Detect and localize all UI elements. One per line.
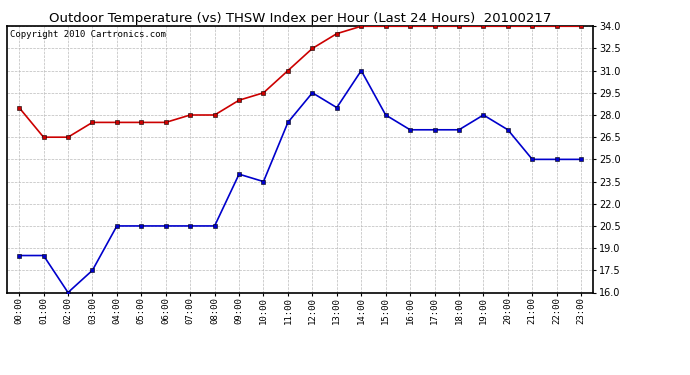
Text: Copyright 2010 Cartronics.com: Copyright 2010 Cartronics.com [10,30,166,39]
Title: Outdoor Temperature (vs) THSW Index per Hour (Last 24 Hours)  20100217: Outdoor Temperature (vs) THSW Index per … [49,12,551,25]
